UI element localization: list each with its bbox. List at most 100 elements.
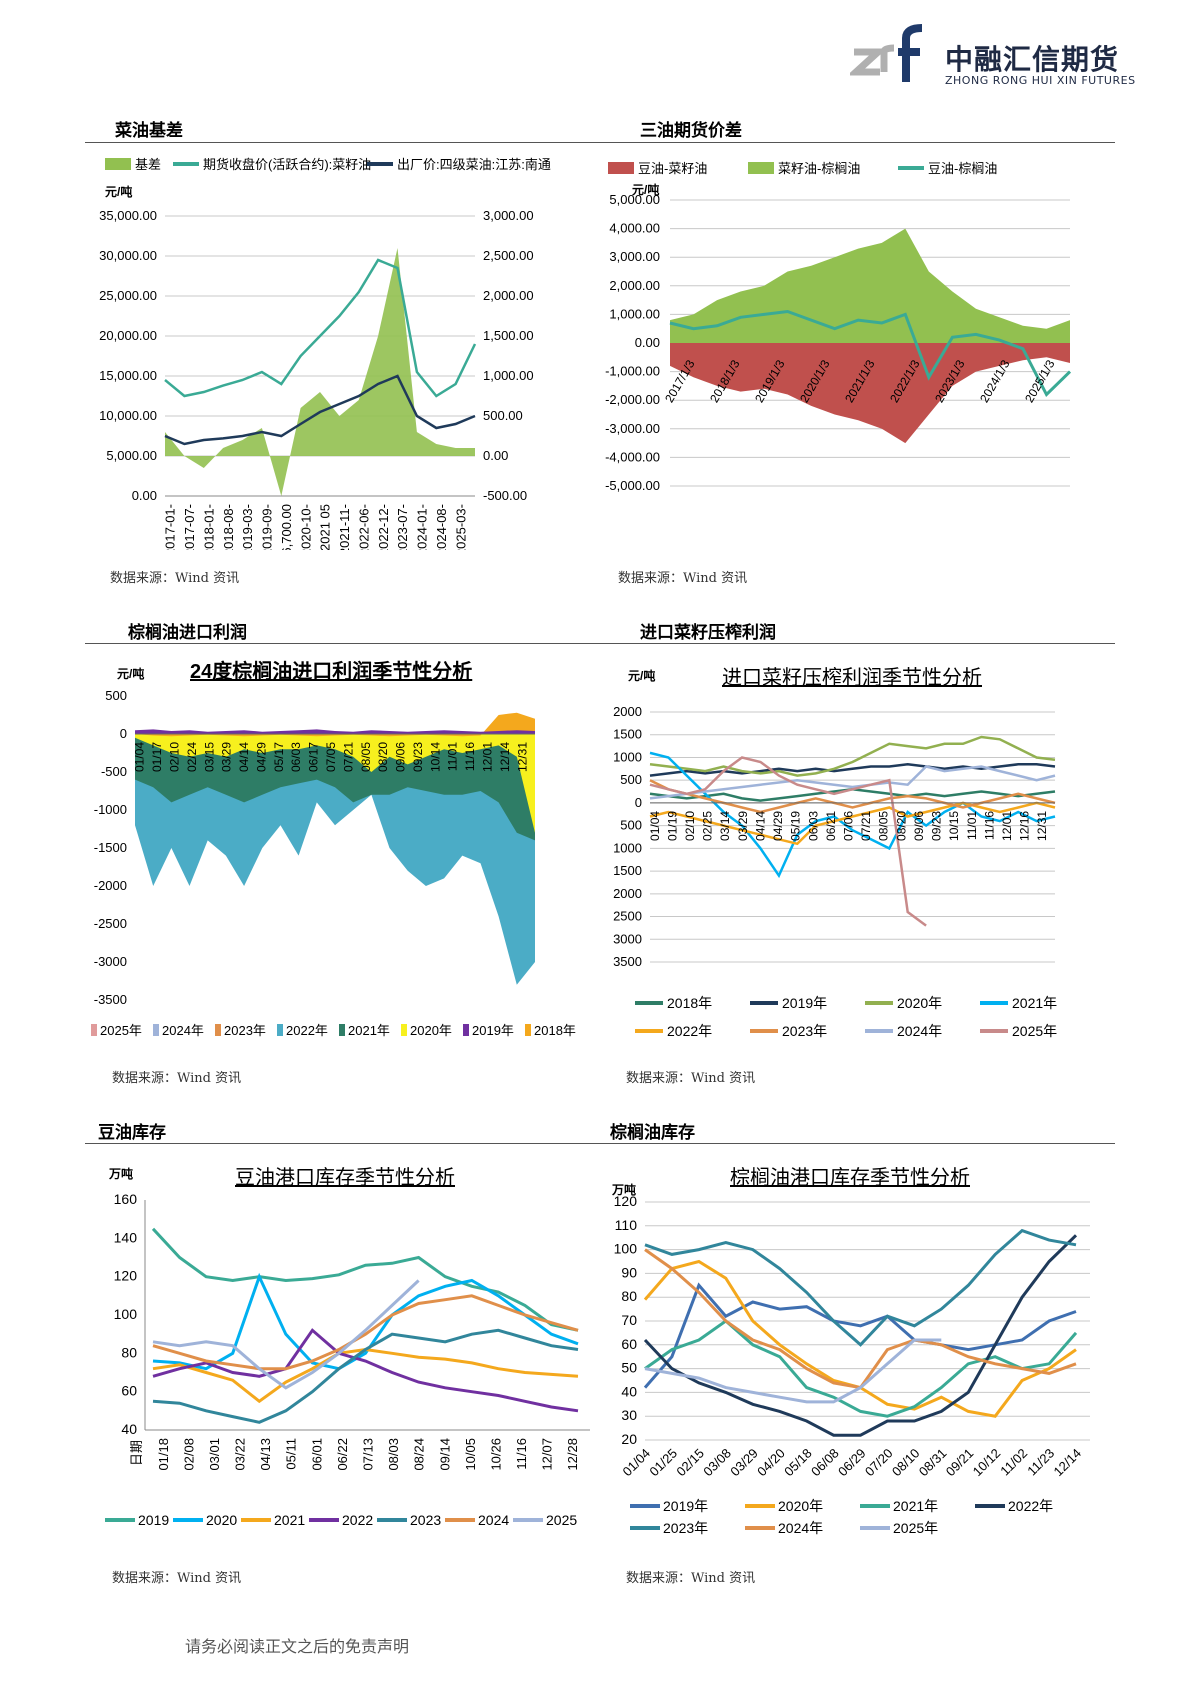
y-tick-label: 120 — [114, 1268, 138, 1284]
x-tick-label: 02/15 — [673, 1446, 707, 1480]
y-tick-label: -3000 — [94, 954, 127, 969]
x-tick-label: 12/01 — [1000, 811, 1014, 841]
x-tick-label: 12/14 — [498, 742, 512, 772]
x-tick-label: 2018-01- — [201, 504, 216, 550]
section-title-rapeseed-basis: 菜油基差 — [115, 121, 183, 141]
x-tick-label: 10/15 — [947, 811, 961, 841]
x-tick-label: 02/08 — [181, 1438, 196, 1471]
x-tick-label: 09/23 — [411, 742, 425, 772]
unit-label: 万吨 — [611, 1182, 636, 1197]
legend-label: 2018年 — [534, 1023, 576, 1038]
y-tick-label: 0 — [120, 726, 127, 741]
x-tick-label: 03/29 — [736, 811, 750, 841]
x-tick-label: 2022-12- — [376, 504, 391, 550]
y-tick-label: 110 — [615, 1217, 638, 1233]
y-tick-label: -4,000.00 — [605, 449, 660, 464]
legend-label: 2018年 — [667, 995, 712, 1011]
x-tick-label: 05/11 — [284, 1438, 299, 1470]
x-tick-label: 05/18 — [781, 1446, 815, 1480]
legend-label: 2025 — [546, 1512, 577, 1528]
x-tick-label: 02/25 — [701, 811, 715, 841]
series-area-2019 — [135, 729, 535, 734]
x-tick-label: 08/03 — [386, 1438, 401, 1471]
x-tick-label: 07/13 — [361, 1438, 376, 1471]
x-tick-label: 08/24 — [412, 1438, 427, 1471]
x-tick-label: 06/22 — [335, 1438, 350, 1471]
x-tick-label: 12/28 — [565, 1438, 580, 1471]
x-tick-label: 11/01 — [446, 742, 460, 771]
chart-soy-stock: 豆油港口库存季节性分析 万吨 160 140 120 100 80 60 40 日期 01/18 02… — [105, 1166, 590, 1528]
y-tick-label: 0.00 — [132, 488, 157, 503]
x-tick-label: 09/23 — [930, 811, 944, 841]
legend-label: 2025年 — [1012, 1023, 1057, 1039]
x-tick-label: 01/17 — [150, 742, 164, 772]
y-tick-label: -1000 — [94, 802, 127, 817]
footer-disclaimer: 请务必阅读正文之后的免责声明 — [185, 1637, 410, 1656]
x-tick-label: 2019-09- — [260, 504, 275, 550]
legend-swatch — [401, 1024, 407, 1036]
x-tick-label: 04/20 — [754, 1446, 788, 1480]
x-tick-label: 07/05 — [324, 742, 338, 772]
x-tick-label: 03/29 — [727, 1446, 761, 1480]
y-tick-label: 500 — [105, 688, 127, 703]
logo-cn: 中融汇信期货 — [945, 43, 1120, 76]
x-tick-label: 03/15 — [202, 742, 216, 772]
unit-label: 万吨 — [108, 1166, 133, 1181]
x-tick-label: 09/21 — [943, 1446, 977, 1480]
x-tick-label: 12/07 — [540, 1438, 555, 1471]
data-source: 数据来源：Wind 资讯 — [618, 571, 748, 586]
y-tick-label: 4,000.00 — [609, 221, 660, 236]
section-title-palm-stock: 棕榈油库存 — [610, 1123, 695, 1143]
y-tick-label: 500 — [620, 818, 642, 833]
logo-en: ZHONG RONG HUI XIN FUTURES — [945, 74, 1136, 87]
x-tick-label: 11/16 — [463, 742, 477, 771]
chart-title: 豆油港口库存季节性分析 — [235, 1166, 455, 1189]
legend-label: 2020年 — [410, 1023, 452, 1038]
legend-label: 豆油-棕榈油 — [928, 161, 997, 176]
chart-palm-import-profit: 24度棕榈油进口利润季节性分析 元/吨 500 0 -500 -1000 -1500 -200… — [91, 659, 576, 1038]
x-tick-label: 09/06 — [394, 742, 408, 772]
legend-swatch — [153, 1024, 159, 1036]
x-tick-label: 03/22 — [233, 1438, 248, 1471]
x-tick-label: 04/29 — [254, 742, 268, 772]
x-tick-label: 04/29 — [771, 811, 785, 841]
x-tick-label: 02/24 — [185, 742, 199, 772]
legend-label: 出厂价:四级菜油:江苏:南通 — [397, 157, 551, 172]
y-tick-label: 1000 — [613, 749, 642, 764]
y-tick-label: 140 — [114, 1229, 138, 1245]
legend-label: 豆油-菜籽油 — [638, 161, 707, 176]
x-tick-label: 2020-10- — [298, 504, 313, 550]
series-line-2023年 — [644, 1228, 1077, 1347]
legend-label: 2022年 — [667, 1023, 712, 1039]
y-tick-label: -2,000.00 — [605, 392, 660, 407]
y-tick-label: -2500 — [94, 916, 127, 931]
y-tick-label: 2000 — [613, 886, 642, 901]
x-tick-label: 01/04 — [648, 811, 662, 841]
x-tick-label: 10/12 — [970, 1446, 1004, 1480]
y-tick-label: 500.00 — [483, 408, 523, 423]
chart-title: 棕榈油港口库存季节性分析 — [730, 1166, 970, 1189]
x-tick-label: 2025/1/3 — [1022, 357, 1058, 405]
data-source: 数据来源：Wind 资讯 — [112, 1071, 242, 1086]
x-tick-label: 03/29 — [220, 742, 234, 772]
series-line-2025 — [152, 1279, 420, 1390]
x-tick-label: 11/16 — [982, 811, 996, 840]
x-tick-label: 04/14 — [753, 811, 767, 841]
x-tick-label: 12/14 — [1051, 1446, 1085, 1480]
section-divider — [85, 1143, 1115, 1144]
x-tick-label: 07/21 — [341, 742, 355, 772]
x-tick-label: 09/06 — [912, 811, 926, 841]
section-title-soy-stock: 豆油库存 — [98, 1123, 166, 1143]
y-tick-label: 5,000.00 — [106, 448, 157, 463]
y-tick-label: 20,000.00 — [99, 328, 157, 343]
x-tick-label: 2024-01- — [415, 504, 430, 550]
y-tick-label: -2000 — [94, 878, 127, 893]
y-tick-label: 60 — [121, 1383, 137, 1399]
y-tick-label: -1500 — [94, 840, 127, 855]
legend-label: 期货收盘价(活跃合约):菜籽油 — [203, 157, 371, 172]
unit-label: 元/吨 — [117, 666, 144, 681]
x-tick-label: 11/02 — [997, 1446, 1030, 1479]
x-tick-label: 03/01 — [207, 1438, 222, 1471]
y-tick-label: 1,500.00 — [483, 328, 534, 343]
x-tick-label: 6,700.00 — [279, 504, 294, 550]
